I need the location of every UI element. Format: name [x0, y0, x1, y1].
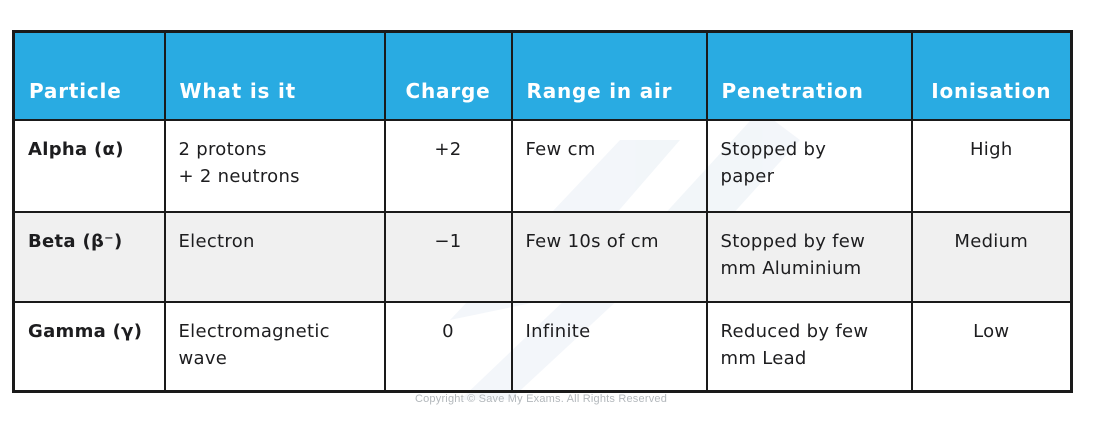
cell-alpha-range: Few cm: [510, 118, 708, 213]
cell-gamma-what: Electromagnetic wave: [163, 300, 386, 393]
header-ionisation: Ionisation: [910, 30, 1073, 121]
cell-gamma-charge: 0: [383, 300, 513, 393]
cell-alpha-ionisation: High: [910, 118, 1073, 213]
header-charge: Charge: [383, 30, 513, 121]
cell-alpha-penetration: Stopped by paper: [705, 118, 913, 213]
cell-gamma-ionisation: Low: [910, 300, 1073, 393]
cell-beta-penetration: Stopped by few mm Aluminium: [705, 210, 913, 303]
cell-beta-range: Few 10s of cm: [510, 210, 708, 303]
header-particle: Particle: [12, 30, 166, 121]
copyright-notice: Copyright © Save My Exams. All Rights Re…: [414, 393, 668, 405]
cell-beta-particle: Beta (β⁻): [12, 210, 166, 303]
table-row-gamma: Gamma (γ) Electromagnetic wave 0 Infinit…: [12, 300, 1073, 393]
table-row-alpha: Alpha (α) 2 protons + 2 neutrons +2 Few …: [12, 118, 1073, 213]
cell-alpha-particle: Alpha (α): [12, 118, 166, 213]
cell-beta-what: Electron: [163, 210, 386, 303]
cell-beta-ionisation: Medium: [910, 210, 1073, 303]
header-range-in-air: Range in air: [510, 30, 708, 121]
cell-alpha-what: 2 protons + 2 neutrons: [163, 118, 386, 213]
cell-beta-charge: −1: [383, 210, 513, 303]
cell-alpha-charge: +2: [383, 118, 513, 213]
cell-gamma-range: Infinite: [510, 300, 708, 393]
header-penetration: Penetration: [705, 30, 913, 121]
table-row-beta: Beta (β⁻) Electron −1 Few 10s of cm Stop…: [12, 210, 1073, 303]
header-what-is-it: What is it: [163, 30, 386, 121]
cell-gamma-particle: Gamma (γ): [12, 300, 166, 393]
table-header-row: Particle What is it Charge Range in air …: [12, 30, 1073, 121]
cell-gamma-penetration: Reduced by few mm Lead: [705, 300, 913, 393]
radiation-properties-table: Particle What is it Charge Range in air …: [12, 30, 1073, 393]
